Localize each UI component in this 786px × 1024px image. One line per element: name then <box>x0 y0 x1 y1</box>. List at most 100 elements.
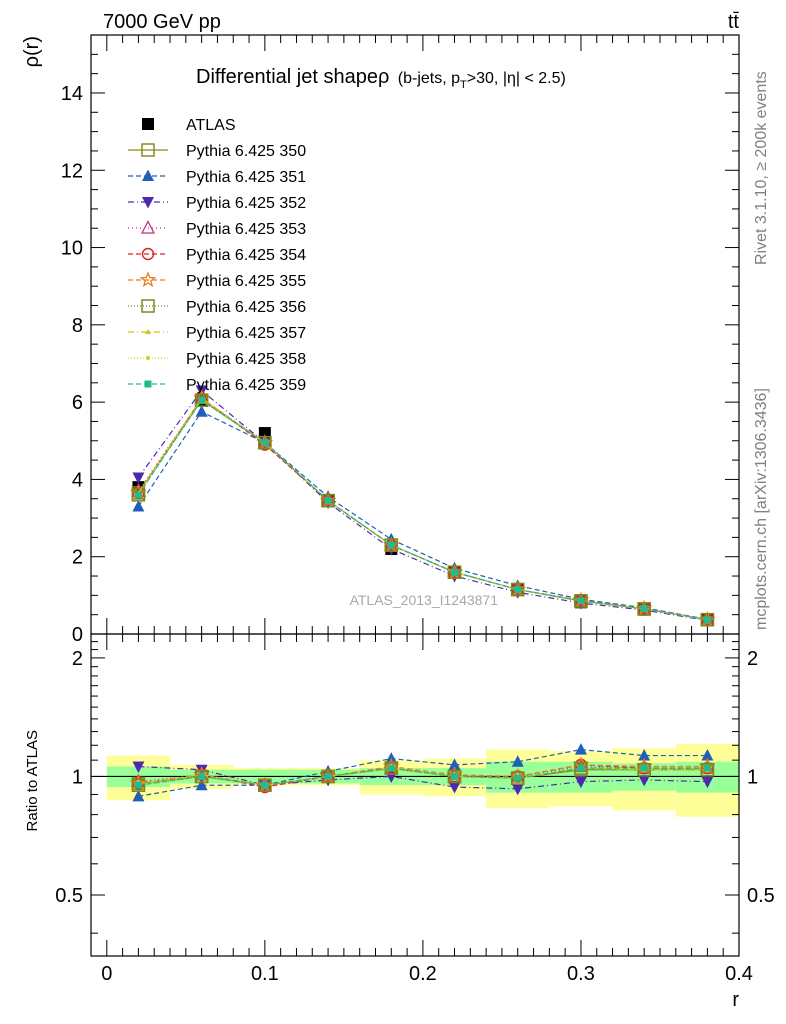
ratio-y-axis-label: Ratio to ATLAS <box>24 730 41 831</box>
ratio-point <box>451 772 459 780</box>
ratio-point <box>198 772 206 780</box>
legend-marker <box>142 197 154 209</box>
ratio-point <box>511 755 524 767</box>
ratio-point <box>321 769 335 784</box>
ratio-plot-frame <box>90 633 740 957</box>
y-tick-label: 6 <box>72 392 83 414</box>
series-line <box>137 399 708 621</box>
legend-entry: Pythia 6.425 353 <box>128 220 306 238</box>
ratio-point <box>640 764 648 772</box>
legend-marker <box>142 118 154 130</box>
legend-entry: Pythia 6.425 350 <box>128 143 306 160</box>
legend-marker <box>141 299 155 313</box>
series-point <box>703 616 711 624</box>
ratio-line <box>138 748 708 797</box>
x-tick-label: 0.1 <box>251 963 279 985</box>
ratio-point <box>134 781 142 789</box>
series-point <box>324 497 332 505</box>
y-tick-label: 12 <box>61 160 83 182</box>
legend-entry: Pythia 6.425 357 <box>128 325 306 342</box>
ratio-tick-label: 1 <box>72 766 83 788</box>
series-point <box>577 597 585 605</box>
ratio-point <box>701 749 714 761</box>
series-3 <box>131 390 715 626</box>
series-line <box>137 399 708 621</box>
series-line <box>137 397 708 621</box>
legend-marker <box>146 356 150 360</box>
series-line <box>137 411 708 620</box>
series-point <box>261 439 269 447</box>
legend-label: Pythia 6.425 357 <box>186 325 306 342</box>
series-point <box>514 586 522 594</box>
energy-label: 7000 GeV pp <box>103 11 221 33</box>
ratio-point <box>574 776 587 789</box>
ratio-series <box>130 743 716 802</box>
ratio-point <box>258 778 272 792</box>
series-point <box>134 491 142 499</box>
ratio-point <box>703 764 711 772</box>
legend-label: Pythia 6.425 352 <box>186 195 306 212</box>
y-tick-label: 0 <box>72 624 83 646</box>
series-4 <box>132 392 714 626</box>
ratio-point <box>638 774 651 787</box>
ratio-line <box>138 767 708 786</box>
ratio-point <box>577 764 585 772</box>
ratio-tick-label-right: 2 <box>747 648 758 670</box>
series-line <box>137 397 708 621</box>
y-axis-label: ρ(r) <box>21 36 43 67</box>
chart-title-sub-pre: (b-jets, p <box>398 70 460 87</box>
x-axis-label: r <box>732 989 739 1011</box>
legend-label: Pythia 6.425 351 <box>186 169 306 186</box>
ratio-tick-label-right: 1 <box>747 766 758 788</box>
legend-label: ATLAS <box>186 117 236 134</box>
y-tick-label: 4 <box>72 469 83 491</box>
ratio-line <box>138 764 708 788</box>
ratio-point <box>448 782 461 794</box>
series-point <box>510 582 525 597</box>
ratio-point <box>511 783 524 796</box>
series-point <box>195 405 208 417</box>
series-point <box>574 594 588 608</box>
y-tick-label: 10 <box>61 238 83 260</box>
series-point <box>447 565 462 579</box>
analysis-watermark: ATLAS_2013_I1243871 <box>350 592 499 608</box>
ratio-point <box>574 743 587 755</box>
series-point <box>384 538 399 552</box>
y-tick-label: 2 <box>72 547 83 569</box>
ratio-point <box>261 781 269 789</box>
series-point <box>321 493 335 508</box>
series-point <box>640 604 648 612</box>
ratio-series-9 <box>134 764 711 789</box>
ratio-point <box>384 761 399 775</box>
legend-entry: Pythia 6.425 355 <box>128 271 306 290</box>
ratio-point <box>132 761 145 773</box>
legend-label: Pythia 6.425 350 <box>186 143 306 160</box>
series-point <box>198 396 206 404</box>
legend-label: Pythia 6.425 359 <box>186 377 306 394</box>
x-tick-label: 0.3 <box>567 963 595 985</box>
series-point <box>132 499 145 512</box>
legend-marker <box>144 380 152 388</box>
chart-title-sub-post: >30, |η| < 2.5) <box>467 70 566 87</box>
series-point <box>258 435 272 450</box>
legend-marker <box>141 247 155 261</box>
ratio-point <box>194 769 209 784</box>
ratio-point <box>387 764 395 772</box>
series-line <box>137 397 708 621</box>
series-2 <box>132 385 714 627</box>
series-point <box>387 541 395 549</box>
chart-title: Differential jet shapeρ (b-jets, pT>30, … <box>196 66 566 91</box>
legend-marker <box>141 143 155 157</box>
x-tick-label: 0 <box>101 963 112 985</box>
legend: ATLAS Pythia 6.425 350 Pythia 6.425 351 Pyt… <box>128 117 306 394</box>
legend-entry-data: ATLAS <box>142 117 236 134</box>
legend-entry: Pythia 6.425 359 <box>128 377 306 394</box>
ratio-point <box>448 758 461 770</box>
x-tick-label: 0.4 <box>725 963 753 985</box>
ratio-tick-label-right: 0.5 <box>747 885 775 907</box>
series-5 <box>130 389 716 627</box>
chart-title-sub-sub: T <box>460 79 467 91</box>
ratio-point <box>701 776 714 789</box>
